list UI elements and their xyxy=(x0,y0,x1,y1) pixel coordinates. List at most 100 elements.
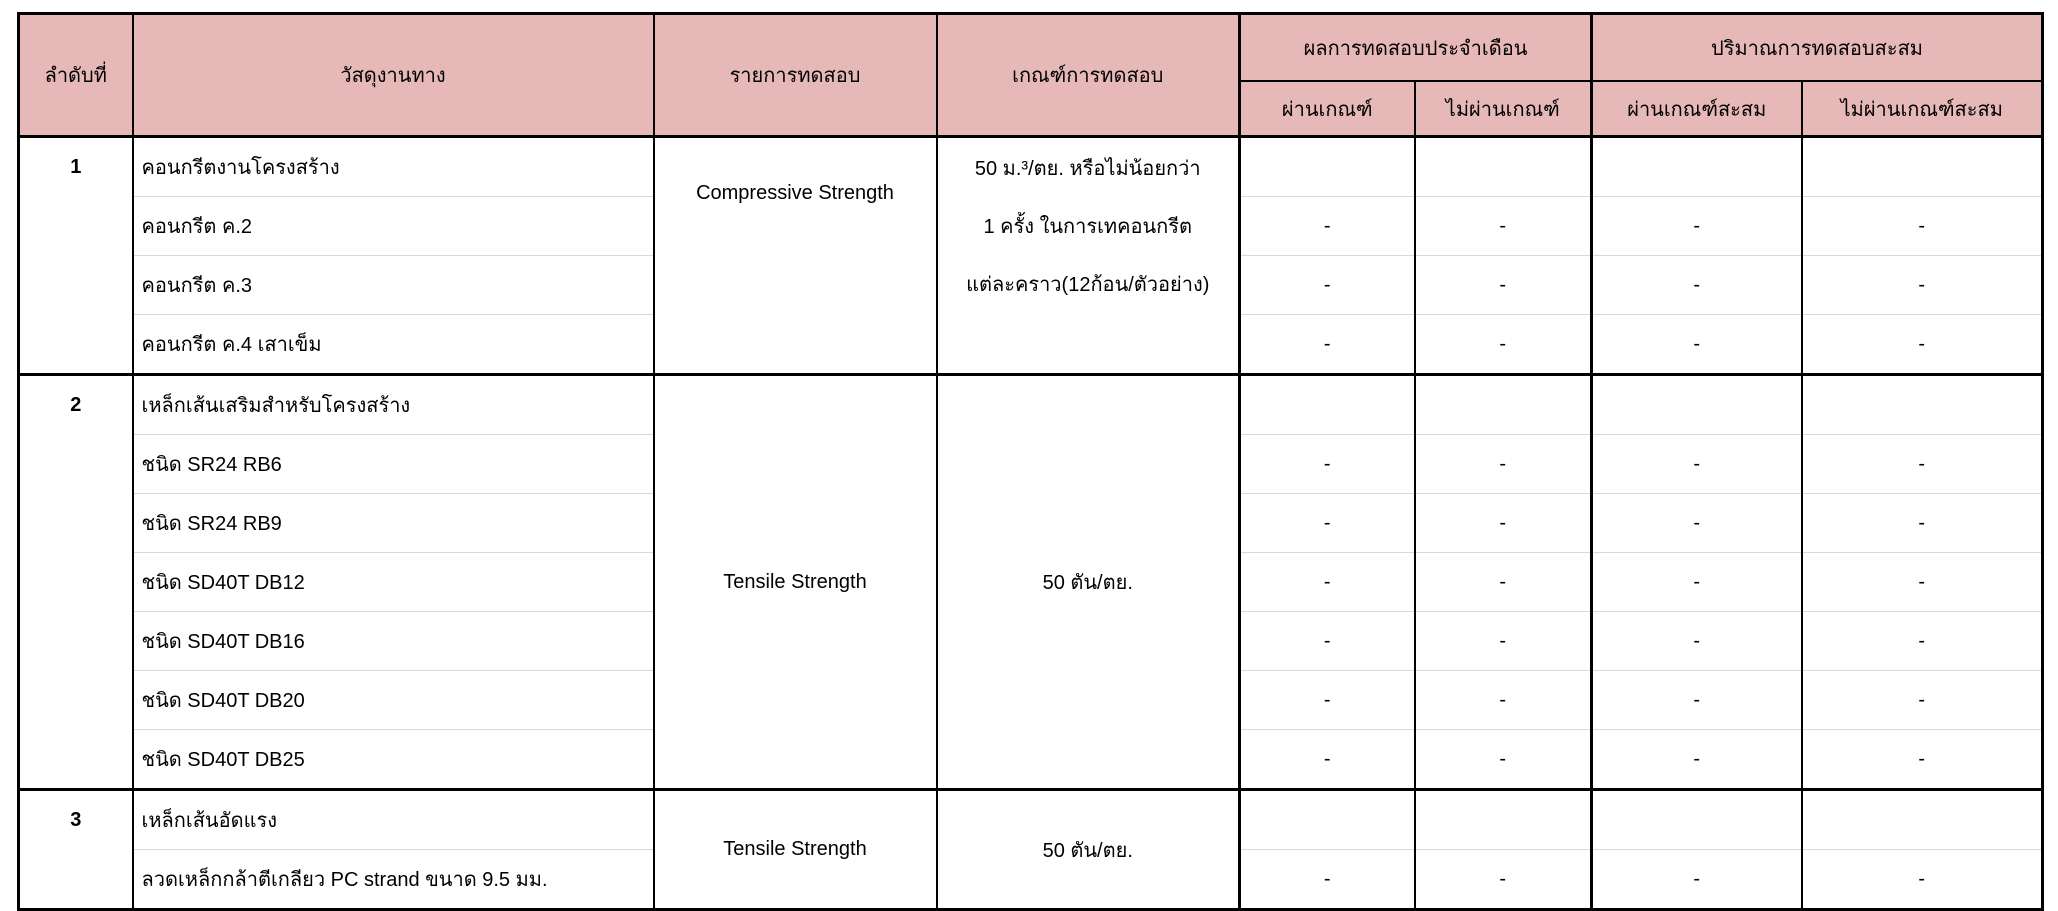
fail-cell: - xyxy=(1413,670,1592,730)
header-fail-cumulative: ไม่ผ่านเกณฑ์สะสม xyxy=(1800,81,2043,138)
fail-cum-cell: - xyxy=(1800,255,2043,315)
pass-cell: - xyxy=(1238,729,1415,791)
criteria-line: 1 ครั้ง ในการเทคอนกรีต xyxy=(983,216,1193,238)
table-row: 2 เหล็กเส้นเสริมสำหรับโครงสร้าง Tensile … xyxy=(17,374,2043,791)
material-cell: คอนกรีตงานโครงสร้าง xyxy=(131,136,654,197)
pass-cell: - xyxy=(1238,434,1415,494)
fail-cell: - xyxy=(1413,552,1592,612)
pass-cell: - xyxy=(1238,196,1415,256)
header-no: ลำดับที่ xyxy=(17,13,133,138)
pass-cell xyxy=(1238,136,1415,197)
fail-cell: - xyxy=(1413,611,1592,671)
pass-cell xyxy=(1238,789,1415,850)
fail-cell: - xyxy=(1413,314,1592,376)
section-number: 2 xyxy=(17,374,133,791)
material-cell: ลวดเหล็กกล้าตีเกลียว PC strand ขนาด 9.5 … xyxy=(131,849,654,910)
pass-cum-cell xyxy=(1590,374,1802,435)
material-cell: ชนิด SD40T DB16 xyxy=(131,611,654,671)
section-number: 1 xyxy=(17,136,133,376)
criteria-line: 50 ม.³/ตย. หรือไม่น้อยกว่า xyxy=(974,158,1201,180)
fail-cum-cell: - xyxy=(1800,670,2043,730)
table-row: ชนิด SR24 RB6 - - - - xyxy=(19,434,2043,494)
header-pass-cumulative: ผ่านเกณฑ์สะสม xyxy=(1590,81,1802,138)
pass-cell xyxy=(1238,374,1415,435)
table-row: ชนิด SD40T DB16 - - - - xyxy=(19,611,2043,671)
material-cell: คอนกรีต ค.2 xyxy=(131,196,654,256)
pass-cell: - xyxy=(1238,314,1415,376)
table-row: ชนิด SD40T DB20 - - - - xyxy=(19,670,2043,730)
material-cell: เหล็กเส้นอัดแรง xyxy=(131,789,654,850)
material-cell: คอนกรีต ค.3 xyxy=(131,255,654,315)
fail-cum-cell xyxy=(1800,374,2043,435)
material-cell: ชนิด SR24 RB6 xyxy=(131,434,654,494)
pass-cum-cell xyxy=(1590,789,1802,850)
fail-cell xyxy=(1413,374,1592,435)
pass-cell: - xyxy=(1238,493,1415,553)
material-cell: คอนกรีต ค.4 เสาเข็ม xyxy=(131,314,654,376)
table-wrapper: ลำดับที่ วัสดุงานทาง รายการทดสอบ เกณฑ์กา… xyxy=(17,12,2045,911)
fail-cell: - xyxy=(1413,196,1592,256)
fail-cum-cell: - xyxy=(1800,493,2043,553)
pass-cum-cell: - xyxy=(1590,196,1802,256)
header-group-monthly: ผลการทดสอบประจำเดือน xyxy=(1238,13,1592,82)
table-row: ลวดเหล็กกล้าตีเกลียว PC strand ขนาด 9.5 … xyxy=(19,849,2043,910)
material-cell: เหล็กเส้นเสริมสำหรับโครงสร้าง xyxy=(131,374,654,435)
material-cell: ชนิด SR24 RB9 xyxy=(131,493,654,553)
pass-cell: - xyxy=(1238,849,1415,910)
fail-cell: - xyxy=(1413,729,1592,791)
pass-cum-cell xyxy=(1590,136,1802,197)
pass-cum-cell: - xyxy=(1590,849,1802,910)
pass-cum-cell: - xyxy=(1590,434,1802,494)
fail-cum-cell: - xyxy=(1800,729,2043,791)
test-name-cell: Tensile Strength xyxy=(652,789,937,910)
table-row: ชนิด SR24 RB9 - - - - xyxy=(19,493,2043,553)
table-row: ชนิด SD40T DB25 - - - - xyxy=(19,729,2043,791)
pass-cum-cell: - xyxy=(1590,255,1802,315)
fail-cell: - xyxy=(1413,255,1592,315)
header-pass: ผ่านเกณฑ์ xyxy=(1238,81,1415,138)
fail-cell: - xyxy=(1413,493,1592,553)
fail-cell: - xyxy=(1413,434,1592,494)
fail-cum-cell: - xyxy=(1800,314,2043,376)
table-row: ชนิด SD40T DB12 - - - - xyxy=(19,552,2043,612)
criteria-cell: 50 ตัน/ตย. xyxy=(935,374,1240,791)
pass-cum-cell: - xyxy=(1590,314,1802,376)
pass-cum-cell: - xyxy=(1590,552,1802,612)
pass-cum-cell: - xyxy=(1590,493,1802,553)
fail-cum-cell: - xyxy=(1800,552,2043,612)
material-cell: ชนิด SD40T DB12 xyxy=(131,552,654,612)
header-criteria: เกณฑ์การทดสอบ xyxy=(935,13,1240,138)
header-material: วัสดุงานทาง xyxy=(131,13,654,138)
table-row: 3 เหล็กเส้นอัดแรง Tensile Strength 50 ตั… xyxy=(17,789,2043,910)
fail-cell: - xyxy=(1413,849,1592,910)
fail-cum-cell: - xyxy=(1800,611,2043,671)
material-cell: ชนิด SD40T DB25 xyxy=(131,729,654,791)
pass-cum-cell: - xyxy=(1590,729,1802,791)
header-group-cumulative: ปริมาณการทดสอบสะสม xyxy=(1589,13,2043,82)
criteria-cell: 50 ตัน/ตย. xyxy=(935,789,1240,910)
fail-cum-cell xyxy=(1800,136,2043,197)
header-test-item: รายการทดสอบ xyxy=(652,13,937,138)
criteria-line: แต่ละคราว(12ก้อน/ตัวอย่าง) xyxy=(966,274,1210,296)
material-cell: ชนิด SD40T DB20 xyxy=(131,670,654,730)
fail-cum-cell xyxy=(1800,789,2043,850)
test-name-cell: Tensile Strength xyxy=(652,374,937,791)
table-row: 1 คอนกรีตงานโครงสร้าง Compressive Streng… xyxy=(17,136,2043,376)
table-row: คอนกรีต ค.3 - - - - xyxy=(19,255,2043,315)
table-row: คอนกรีต ค.2 - - - - xyxy=(19,196,2043,256)
criteria-cell: 50 ม.³/ตย. หรือไม่น้อยกว่า 1 ครั้ง ในการ… xyxy=(935,136,1240,376)
header-fail: ไม่ผ่านเกณฑ์ xyxy=(1413,81,1592,138)
pass-cell: - xyxy=(1238,611,1415,671)
fail-cell xyxy=(1413,789,1592,850)
test-name-cell: Compressive Strength xyxy=(652,136,937,376)
fail-cum-cell: - xyxy=(1800,849,2043,910)
pass-cum-cell: - xyxy=(1590,670,1802,730)
fail-cell xyxy=(1413,136,1592,197)
pass-cell: - xyxy=(1238,255,1415,315)
pass-cell: - xyxy=(1238,552,1415,612)
fail-cum-cell: - xyxy=(1800,196,2043,256)
pass-cell: - xyxy=(1238,670,1415,730)
table-row: คอนกรีต ค.4 เสาเข็ม - - - - xyxy=(19,314,2043,376)
pass-cum-cell: - xyxy=(1590,611,1802,671)
